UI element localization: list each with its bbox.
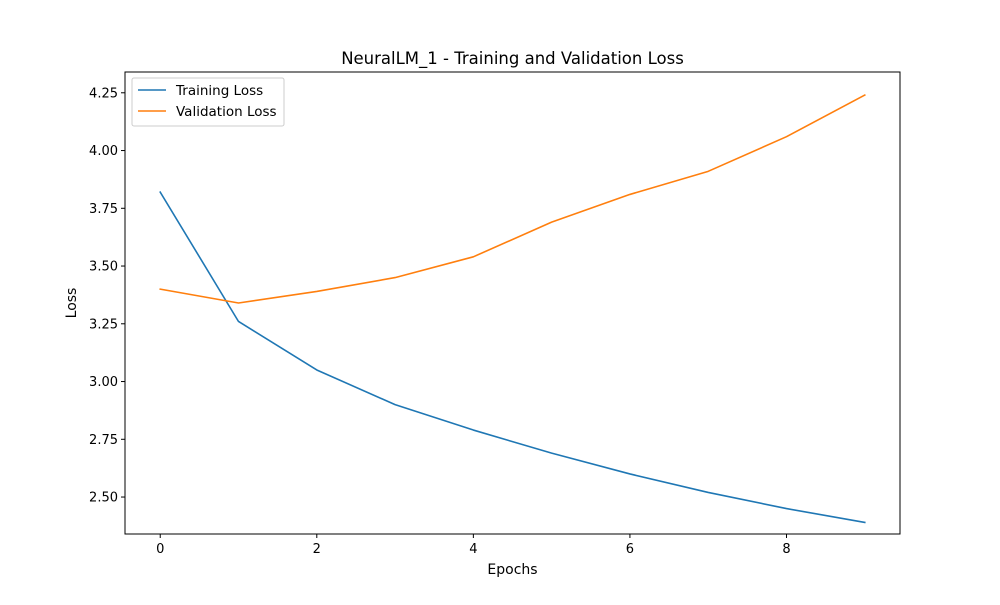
series-line-training-loss <box>159 191 866 524</box>
y-axis-ticks: 2.50 2.75 3.00 3.25 3.50 3.75 4.00 4.25 <box>89 86 125 506</box>
plot-area <box>159 94 866 524</box>
y-tick-label: 3.75 <box>89 202 118 217</box>
y-tick-label: 3.50 <box>89 260 118 275</box>
y-tick-label: 4.25 <box>89 86 118 101</box>
legend-label-validation-loss: Validation Loss <box>176 104 277 120</box>
legend: Training Loss Validation Loss <box>131 77 285 127</box>
legend-label-training-loss: Training Loss <box>175 83 263 99</box>
x-tick-label: 8 <box>782 542 790 557</box>
x-tick-label: 4 <box>469 542 477 557</box>
y-tick-label: 3.00 <box>89 375 118 390</box>
series-line-validation-loss <box>159 94 866 304</box>
x-tick-label: 2 <box>313 542 321 557</box>
plot-frame <box>124 71 901 535</box>
y-tick-label: 4.00 <box>89 144 118 159</box>
y-axis-title: Loss <box>64 288 80 319</box>
x-axis-ticks: 0 2 4 6 8 <box>156 534 791 557</box>
y-tick-label: 2.50 <box>89 491 118 506</box>
x-tick-label: 0 <box>156 542 164 557</box>
chart-title: NeuralLM_1 - Training and Validation Los… <box>341 49 684 69</box>
x-tick-label: 6 <box>626 542 634 557</box>
legend-frame <box>131 77 285 127</box>
y-tick-label: 2.75 <box>89 433 118 448</box>
y-tick-label: 3.25 <box>89 317 118 332</box>
x-axis-title: Epochs <box>487 562 537 578</box>
